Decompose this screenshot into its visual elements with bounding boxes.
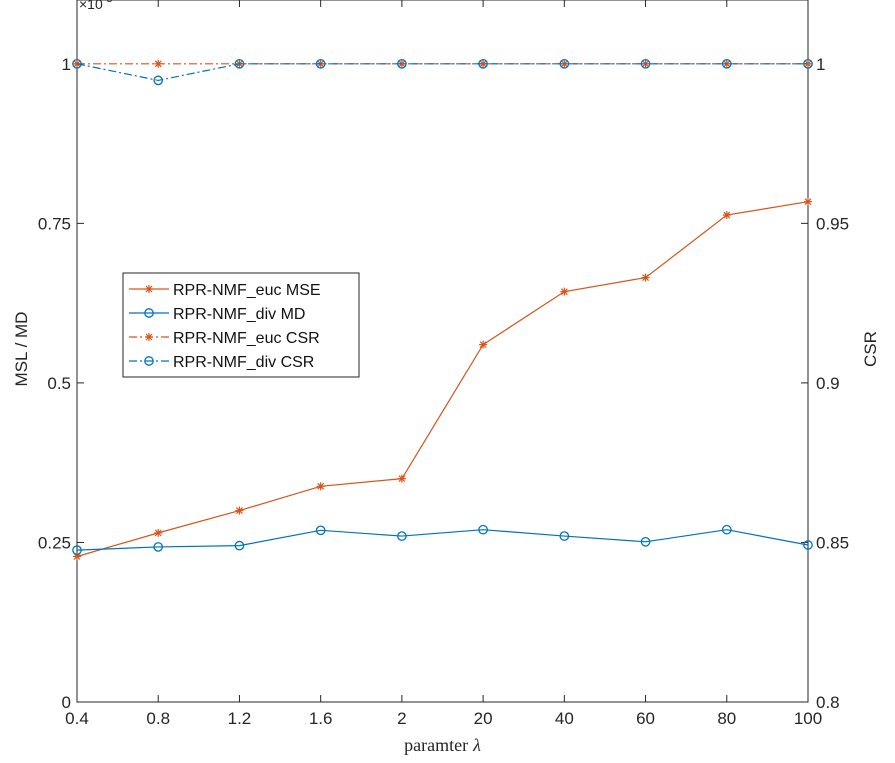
y-left-tick-label: 1 xyxy=(62,55,71,74)
data-point-rpr-nmf-div-csr xyxy=(803,58,813,69)
data-point-rpr-nmf-euc-csr xyxy=(154,59,163,68)
y-right-label: CSR xyxy=(861,331,880,367)
data-point-rpr-nmf-euc-csr xyxy=(560,59,569,68)
data-point-rpr-nmf-div-md xyxy=(721,524,732,535)
x-tick-label: 0.4 xyxy=(65,709,89,728)
series-line-rpr-nmf-div-csr xyxy=(76,63,808,82)
x-tick-label: 100 xyxy=(794,709,822,728)
legend: RPR-NMF_euc MSE RPR-NMF_div MD RPR-NMF_euc… xyxy=(122,272,360,378)
y-right-tick-label: 1 xyxy=(816,55,825,74)
data-point-rpr-nmf-div-csr xyxy=(397,58,407,69)
data-point-rpr-nmf-div-md xyxy=(640,536,651,547)
data-point-rpr-nmf-div-md xyxy=(803,540,813,550)
x-tick-label: 60 xyxy=(636,709,655,728)
data-point-rpr-nmf-euc-mse xyxy=(316,482,325,491)
y-left-tick-label: 0.5 xyxy=(47,374,71,393)
legend-box xyxy=(122,272,360,378)
data-point-rpr-nmf-euc-mse xyxy=(560,287,569,296)
data-point-rpr-nmf-euc-mse xyxy=(804,197,812,206)
y-left-tick-label: 0 xyxy=(62,693,71,712)
y-right-tick-label: 0.95 xyxy=(816,214,849,233)
data-point-rpr-nmf-div-csr xyxy=(234,58,245,69)
y-left-exponent: ×10-3 xyxy=(79,0,113,12)
legend-entry: RPR-NMF_div CSR xyxy=(173,354,314,371)
data-point-rpr-nmf-div-csr xyxy=(72,58,82,69)
data-point-rpr-nmf-euc-mse xyxy=(397,474,406,483)
data-point-rpr-nmf-div-md xyxy=(72,545,82,555)
x-tick-label: 1.2 xyxy=(228,709,252,728)
y-left-tick-label: 0.75 xyxy=(38,214,71,233)
data-point-rpr-nmf-div-csr xyxy=(478,58,488,69)
data-point-rpr-nmf-div-csr xyxy=(640,58,651,69)
legend-entry: RPR-NMF_div MD xyxy=(173,306,305,323)
data-point-rpr-nmf-euc-mse xyxy=(479,340,488,349)
x-label: paramter λ xyxy=(404,735,481,755)
legend-entry: RPR-NMF_euc MSE xyxy=(173,282,321,299)
x-tick-label: 2 xyxy=(397,709,406,728)
legend-marker xyxy=(145,285,153,293)
data-point-rpr-nmf-euc-mse xyxy=(641,273,650,282)
data-point-rpr-nmf-div-md xyxy=(397,531,407,541)
x-label-symbol: λ xyxy=(472,735,481,755)
y-left-label: MSL / MD xyxy=(12,312,31,387)
x-tick-label: 40 xyxy=(555,709,574,728)
series-line-rpr-nmf-euc-mse xyxy=(76,201,809,558)
data-point-rpr-nmf-euc-mse xyxy=(722,211,731,220)
data-point-rpr-nmf-div-md xyxy=(315,525,326,536)
series-line-rpr-nmf-div-md xyxy=(76,529,809,551)
legend-entry: RPR-NMF_euc CSR xyxy=(173,330,320,347)
data-point-rpr-nmf-euc-mse xyxy=(154,528,163,537)
data-point-rpr-nmf-div-md xyxy=(478,524,488,535)
y-left-tick-label: 0.25 xyxy=(38,533,71,552)
y-right-tick-label: 0.85 xyxy=(816,533,849,552)
exponent-base: ×10 xyxy=(79,0,103,12)
legend-marker xyxy=(144,356,154,366)
data-point-rpr-nmf-euc-csr xyxy=(722,59,731,68)
data-point-rpr-nmf-div-md xyxy=(153,542,164,552)
y-right-tick-label: 0.8 xyxy=(816,693,840,712)
x-tick-label: 80 xyxy=(717,709,736,728)
x-tick-label: 20 xyxy=(474,709,493,728)
data-point-rpr-nmf-euc-mse xyxy=(235,506,244,515)
series-layer xyxy=(72,58,813,561)
x-tick-label: 1.6 xyxy=(309,709,333,728)
data-point-rpr-nmf-div-csr xyxy=(721,58,732,69)
x-tick-label: 0.8 xyxy=(146,709,170,728)
data-point-rpr-nmf-div-md xyxy=(559,531,570,541)
exponent-power: -3 xyxy=(103,0,113,5)
legend-marker xyxy=(144,308,154,318)
x-label-text: paramter xyxy=(404,735,468,755)
y-right-tick-label: 0.9 xyxy=(816,374,840,393)
data-point-rpr-nmf-div-csr xyxy=(315,58,326,69)
legend-marker xyxy=(145,333,153,341)
data-point-rpr-nmf-div-md xyxy=(234,540,245,551)
data-point-rpr-nmf-div-csr xyxy=(153,75,164,86)
data-point-rpr-nmf-div-csr xyxy=(559,58,570,69)
